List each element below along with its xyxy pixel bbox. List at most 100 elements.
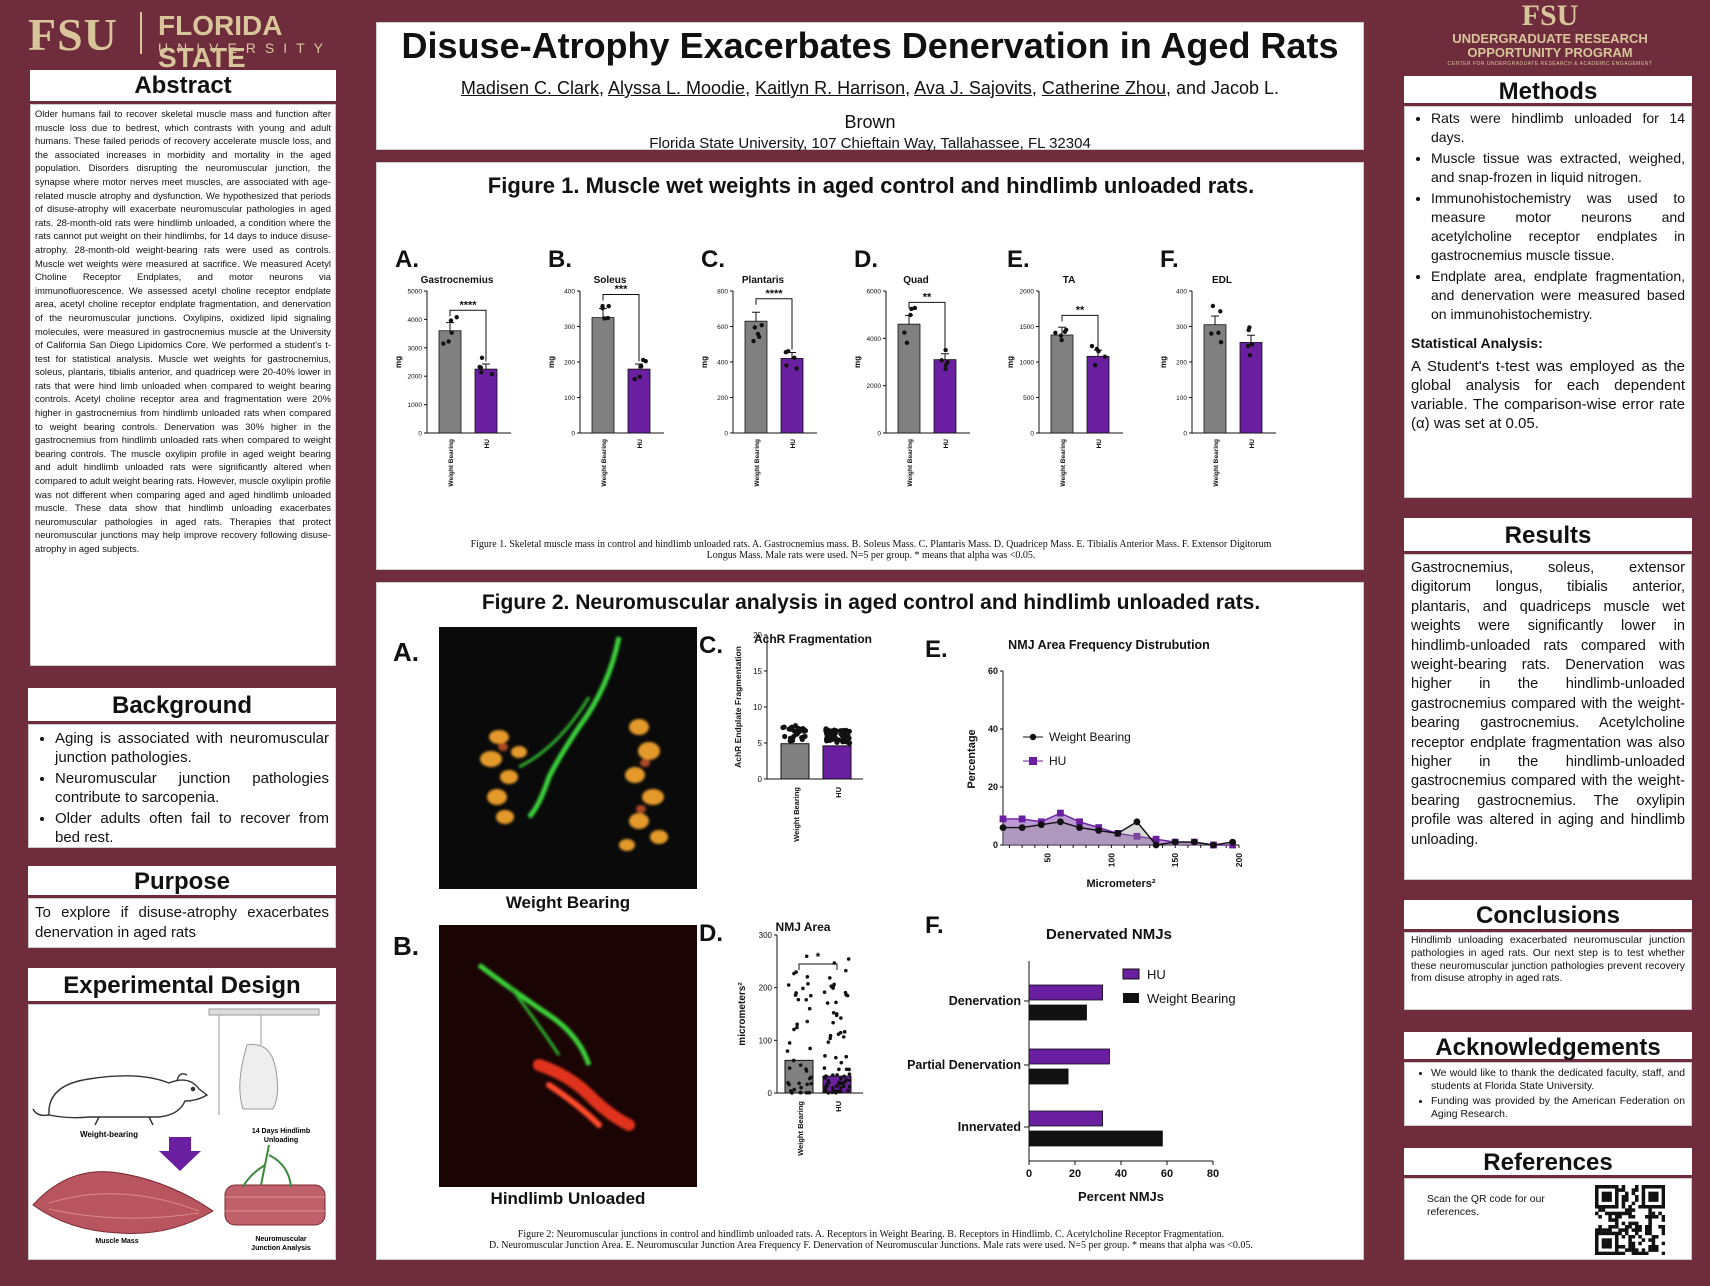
data-point <box>796 728 803 735</box>
data-point <box>842 1074 846 1079</box>
wb-label: Weight-bearing <box>80 1130 138 1139</box>
data-point <box>1133 832 1141 840</box>
bar-weight-bearing <box>591 317 615 434</box>
significance-bracket <box>1061 314 1099 348</box>
data-point <box>751 338 756 344</box>
data-point <box>822 990 827 995</box>
data-point <box>835 1073 839 1077</box>
qr-module <box>1621 1235 1626 1239</box>
data-point <box>1058 333 1064 338</box>
x-tick-label: 150 <box>1170 853 1180 867</box>
qr-module <box>1655 1245 1659 1249</box>
qr-module <box>1651 1211 1656 1216</box>
qr-module <box>1608 1191 1612 1196</box>
data-point <box>844 1054 849 1059</box>
qr-module <box>1618 1245 1622 1249</box>
chart-1B: B. Soleus 0 100 200 300 400 mg Weight Bearing HU *… <box>547 246 664 487</box>
qr-module <box>1651 1185 1656 1189</box>
author-separator: , <box>598 78 608 98</box>
data-point <box>939 358 944 363</box>
data-point <box>791 1058 796 1063</box>
qr-module <box>1621 1251 1626 1255</box>
qr-module <box>1631 1241 1636 1246</box>
author-list: Madisen C. Clark, Alyssa L. Moodie, Kait… <box>377 71 1363 139</box>
y-tick-label: 0 <box>993 840 998 850</box>
panel-letter: C. <box>701 246 725 273</box>
data-point <box>943 366 948 372</box>
y-tick-label: 1000 <box>408 402 423 409</box>
fsu-name: FLORIDA STATE <box>158 10 282 73</box>
y-tick-label: 400 <box>564 289 575 296</box>
qr-module <box>1615 1195 1619 1199</box>
qr-module <box>1651 1245 1656 1249</box>
qr-module <box>1661 1198 1665 1202</box>
qr-module <box>1648 1198 1652 1202</box>
bar-weight-bearing <box>1050 334 1074 434</box>
qr-module <box>1615 1188 1619 1192</box>
y-tick-label: 40 <box>988 724 998 734</box>
x-tick-label: Weight Bearing <box>792 787 801 842</box>
chart-title: EDL <box>1212 275 1232 286</box>
qr-module <box>1608 1231 1612 1236</box>
qr-module <box>1655 1215 1659 1219</box>
qr-module <box>1631 1208 1636 1212</box>
qr-module <box>1645 1225 1649 1229</box>
qr-module <box>1638 1228 1642 1232</box>
background-heading: Background <box>28 688 336 724</box>
qr-module <box>1615 1198 1619 1202</box>
qr-code-icon[interactable] <box>1595 1185 1665 1255</box>
label-weight-bearing: Weight Bearing <box>505 893 631 912</box>
qr-module <box>1641 1248 1646 1252</box>
data-point <box>1076 824 1083 831</box>
qr-module <box>1641 1188 1646 1192</box>
qr-module <box>1601 1191 1606 1196</box>
qr-module <box>1648 1185 1652 1189</box>
qr-module <box>1628 1205 1632 1209</box>
qr-module <box>1615 1235 1619 1239</box>
qr-module <box>1628 1208 1632 1212</box>
arrow-down-icon <box>159 1137 201 1171</box>
qr-module <box>1608 1228 1612 1232</box>
qr-module <box>1648 1225 1652 1229</box>
data-point <box>834 1000 838 1005</box>
fig2-panel-a: A. <box>393 637 419 667</box>
data-point <box>787 1041 792 1045</box>
bar-hu <box>1086 355 1110 434</box>
significance-label: **** <box>459 299 477 311</box>
qr-module <box>1635 1185 1639 1189</box>
data-point <box>804 954 809 959</box>
qr-module <box>1661 1185 1665 1189</box>
y-tick-label: 200 <box>717 395 728 402</box>
references-text: Scan the QR code for our references. <box>1427 1194 1545 1218</box>
qr-module <box>1661 1218 1665 1222</box>
chart-2F: F. Denervated NMJs 0 20 40 60 80 Percent NMJs De… <box>907 912 1236 1204</box>
chart-title: Soleus <box>594 275 627 286</box>
qr-module <box>1641 1195 1646 1199</box>
stat-text: A Student's t-test was employed as the g… <box>1411 358 1685 432</box>
bar-weight-bearing <box>744 320 768 434</box>
data-point <box>795 1022 799 1027</box>
urop-logo: FSU UNDERGRADUATE RESEARCH OPPORTUNITY P… <box>1440 0 1660 74</box>
data-point <box>600 303 605 309</box>
data-point <box>782 733 788 740</box>
data-point <box>802 733 808 739</box>
data-point <box>1114 830 1122 837</box>
panel-letter: D. <box>699 920 723 947</box>
bar-weight-bearing <box>897 323 921 434</box>
y-tick-label: 400 <box>1176 289 1187 296</box>
data-point <box>844 1078 849 1082</box>
qr-module <box>1611 1205 1616 1209</box>
chart-2C: C. AchR Fragmentation 0 5 10 15 20 AchR Endplat… <box>699 631 872 842</box>
qr-module <box>1648 1245 1652 1249</box>
qr-module <box>1661 1215 1665 1219</box>
qr-module <box>1655 1185 1659 1189</box>
significance-label: **** <box>765 288 783 300</box>
qr-module <box>1608 1185 1612 1189</box>
qr-module <box>1621 1245 1626 1249</box>
data-point <box>799 1085 803 1090</box>
hanging-rat-icon <box>208 1008 320 1115</box>
y-axis-label: mg <box>853 356 862 368</box>
references-heading: References <box>1404 1148 1692 1178</box>
qr-module <box>1645 1205 1649 1209</box>
data-point <box>787 1066 792 1070</box>
